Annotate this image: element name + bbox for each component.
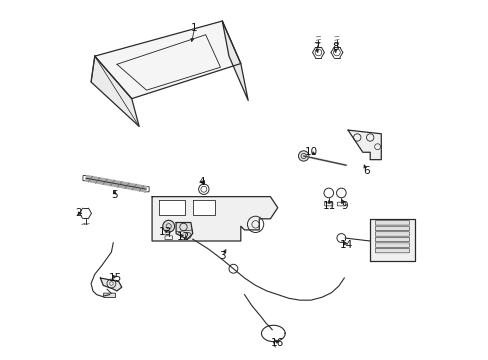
FancyBboxPatch shape <box>375 248 408 253</box>
Text: 6: 6 <box>363 166 369 176</box>
Polygon shape <box>176 222 192 239</box>
Polygon shape <box>100 278 122 291</box>
Circle shape <box>298 151 308 161</box>
FancyBboxPatch shape <box>324 202 332 206</box>
Text: 12: 12 <box>177 232 190 242</box>
FancyBboxPatch shape <box>375 221 408 225</box>
FancyBboxPatch shape <box>103 293 115 298</box>
Text: 14: 14 <box>339 240 352 250</box>
FancyBboxPatch shape <box>375 237 408 242</box>
Text: 13: 13 <box>158 227 171 237</box>
FancyBboxPatch shape <box>143 186 149 192</box>
Polygon shape <box>369 219 414 261</box>
Text: 11: 11 <box>322 201 335 211</box>
Text: 15: 15 <box>108 273 122 283</box>
FancyBboxPatch shape <box>375 232 408 236</box>
Polygon shape <box>95 21 240 99</box>
Polygon shape <box>222 21 248 100</box>
Circle shape <box>163 220 174 232</box>
Polygon shape <box>159 200 185 215</box>
Text: 16: 16 <box>270 338 284 348</box>
Text: 7: 7 <box>313 42 319 52</box>
Text: 3: 3 <box>219 251 225 261</box>
Polygon shape <box>152 197 277 241</box>
Text: 1: 1 <box>191 23 198 33</box>
FancyBboxPatch shape <box>375 243 408 247</box>
FancyBboxPatch shape <box>375 226 408 231</box>
FancyBboxPatch shape <box>337 202 345 206</box>
FancyBboxPatch shape <box>83 176 88 181</box>
Polygon shape <box>91 56 139 126</box>
Polygon shape <box>347 130 381 160</box>
Text: 4: 4 <box>198 177 205 187</box>
Text: 2: 2 <box>75 208 81 218</box>
Polygon shape <box>192 200 215 215</box>
Text: 5: 5 <box>111 190 118 200</box>
Text: 8: 8 <box>331 42 338 52</box>
FancyBboxPatch shape <box>164 236 172 239</box>
Text: 10: 10 <box>304 147 317 157</box>
Text: 9: 9 <box>341 201 347 211</box>
